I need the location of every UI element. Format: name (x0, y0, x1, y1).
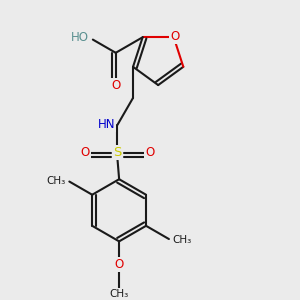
Text: HO: HO (71, 32, 89, 44)
Text: CH₃: CH₃ (172, 235, 191, 245)
Text: S: S (113, 146, 122, 159)
Text: CH₃: CH₃ (110, 289, 129, 299)
Text: HN: HN (98, 118, 115, 131)
Text: O: O (111, 79, 120, 92)
Text: O: O (170, 30, 179, 43)
Text: O: O (145, 146, 154, 159)
Text: O: O (81, 146, 90, 159)
Text: O: O (115, 258, 124, 271)
Text: CH₃: CH₃ (47, 176, 66, 186)
